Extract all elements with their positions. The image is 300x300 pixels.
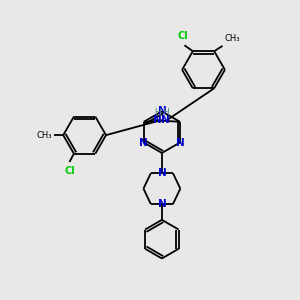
Text: N: N xyxy=(161,115,170,125)
Text: N: N xyxy=(158,168,166,178)
Text: N: N xyxy=(158,199,166,209)
Text: CH₃: CH₃ xyxy=(36,130,52,140)
Text: N: N xyxy=(158,106,166,116)
Text: Cl: Cl xyxy=(177,31,188,41)
Text: N: N xyxy=(153,115,162,125)
Text: H: H xyxy=(154,108,161,117)
Text: N: N xyxy=(140,138,148,148)
Text: CH₃: CH₃ xyxy=(225,34,240,43)
Text: H: H xyxy=(162,108,169,117)
Text: N: N xyxy=(176,138,184,148)
Text: Cl: Cl xyxy=(64,166,75,176)
